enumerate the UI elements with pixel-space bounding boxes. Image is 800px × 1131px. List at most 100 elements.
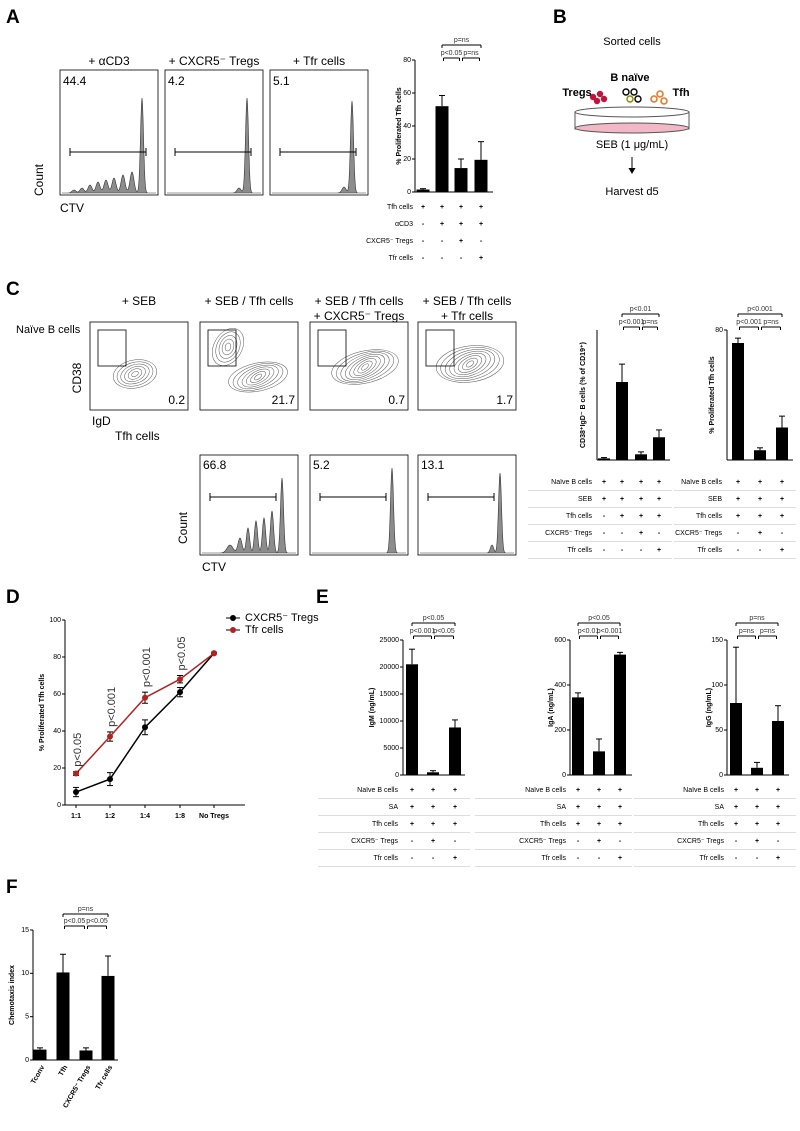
x-axis-label: CTV bbox=[60, 201, 84, 215]
contour bbox=[435, 345, 505, 383]
condition-mark: + bbox=[459, 238, 463, 245]
gate-value: 21.7 bbox=[272, 393, 296, 407]
y-tick-label: 0 bbox=[719, 772, 723, 779]
condition-mark: + bbox=[597, 804, 601, 811]
x-tick-label: 1:4 bbox=[140, 813, 150, 820]
x-tick-label: 1:8 bbox=[175, 813, 185, 820]
condition-mark: + bbox=[639, 530, 643, 537]
y-tick-label: 100 bbox=[49, 617, 61, 624]
contour bbox=[357, 360, 373, 374]
bar bbox=[754, 450, 766, 460]
dish-rim bbox=[574, 106, 690, 118]
contour bbox=[453, 353, 487, 375]
b-cell bbox=[626, 95, 634, 103]
bar bbox=[751, 767, 763, 775]
condition-mark: + bbox=[639, 479, 643, 486]
treg-cell bbox=[596, 90, 604, 98]
y-axis-label: Count bbox=[176, 511, 190, 544]
condition-label: CXCR5⁻ Tregs bbox=[675, 530, 722, 537]
significance-label: p=ns bbox=[763, 319, 779, 326]
gate-value: 0.7 bbox=[388, 393, 405, 407]
bar bbox=[435, 106, 449, 192]
significance-label: p=ns bbox=[463, 50, 479, 57]
condition-label: SEB bbox=[708, 496, 722, 503]
significance-label: p=ns bbox=[642, 319, 658, 326]
y-tick-label: 20 bbox=[403, 156, 411, 163]
y-tick-label: 80 bbox=[403, 57, 411, 64]
x-tick-label: 1:1 bbox=[71, 813, 81, 820]
condition-mark: + bbox=[431, 821, 435, 828]
condition-mark: + bbox=[431, 838, 435, 845]
contour bbox=[462, 357, 478, 371]
condition-mark: + bbox=[758, 530, 762, 537]
tfh-cell bbox=[656, 90, 664, 98]
condition-mark: - bbox=[759, 547, 762, 554]
condition-mark: + bbox=[620, 479, 624, 486]
y-tick-label: 0 bbox=[562, 772, 566, 779]
condition-mark: - bbox=[460, 255, 463, 262]
condition-mark: - bbox=[737, 530, 740, 537]
gate-box bbox=[425, 329, 455, 367]
condition-mark: - bbox=[422, 238, 425, 245]
bar bbox=[572, 697, 584, 775]
condition-mark: - bbox=[454, 838, 457, 845]
condition-mark: + bbox=[479, 255, 483, 262]
bar bbox=[474, 159, 488, 192]
condition-label: CXCR5⁻ Tregs bbox=[545, 530, 592, 537]
panel-label: C bbox=[6, 279, 20, 300]
condition-mark: + bbox=[657, 479, 661, 486]
significance-label: p=ns bbox=[749, 615, 765, 622]
plot-title: + CXCR5⁻ Tregs bbox=[169, 54, 260, 68]
condition-mark: + bbox=[657, 513, 661, 520]
plot-title: + CXCR5⁻ Tregs bbox=[314, 309, 405, 323]
tfh-cell bbox=[660, 97, 668, 105]
legend-label: Tfr cells bbox=[245, 624, 284, 636]
plot-frame bbox=[89, 321, 189, 411]
histogram bbox=[62, 97, 156, 194]
condition-mark: - bbox=[781, 530, 784, 537]
condition-mark: + bbox=[597, 821, 601, 828]
x-tick-label: 1:2 bbox=[105, 813, 115, 820]
contour bbox=[361, 363, 369, 371]
condition-mark: + bbox=[776, 787, 780, 794]
condition-label: Naïve B cells bbox=[681, 479, 722, 486]
condition-mark: + bbox=[776, 804, 780, 811]
contour bbox=[335, 350, 395, 384]
bar bbox=[427, 772, 439, 775]
bar bbox=[732, 343, 744, 460]
condition-mark: + bbox=[576, 787, 580, 794]
condition-mark: + bbox=[576, 804, 580, 811]
contour bbox=[221, 338, 235, 356]
condition-mark: - bbox=[737, 547, 740, 554]
significance-label: p<0.05 bbox=[64, 918, 86, 925]
histogram bbox=[202, 477, 296, 554]
condition-mark: + bbox=[453, 821, 457, 828]
significance-label: p=ns bbox=[454, 37, 470, 44]
condition-label: Tfr cells bbox=[542, 855, 567, 862]
y-axis-label: IgG (ng/mL) bbox=[706, 688, 713, 727]
condition-mark: + bbox=[431, 787, 435, 794]
condition-mark: - bbox=[441, 255, 444, 262]
contour bbox=[254, 373, 262, 381]
point bbox=[107, 733, 113, 740]
y-tick-label: 15000 bbox=[380, 691, 400, 698]
significance-label: p<0.01 bbox=[630, 306, 652, 313]
significance-label: p<0.01 bbox=[578, 628, 600, 635]
condition-mark: + bbox=[602, 479, 606, 486]
gate-value: 1.7 bbox=[496, 393, 513, 407]
point bbox=[177, 689, 183, 696]
y-tick-label: 40 bbox=[53, 728, 61, 735]
significance-label: p<0.001 bbox=[619, 319, 645, 326]
legend-marker bbox=[230, 615, 236, 621]
condition-mark: + bbox=[618, 855, 622, 862]
significance-label: p=ns bbox=[78, 906, 94, 913]
significance-label: p<0.001 bbox=[141, 647, 153, 687]
histogram bbox=[420, 472, 514, 554]
condition-mark: + bbox=[657, 547, 661, 554]
plot-title: + αCD3 bbox=[88, 54, 130, 68]
contour bbox=[228, 361, 288, 393]
contour bbox=[250, 371, 266, 383]
condition-mark: - bbox=[603, 530, 606, 537]
gate-value: 0.2 bbox=[168, 393, 185, 407]
